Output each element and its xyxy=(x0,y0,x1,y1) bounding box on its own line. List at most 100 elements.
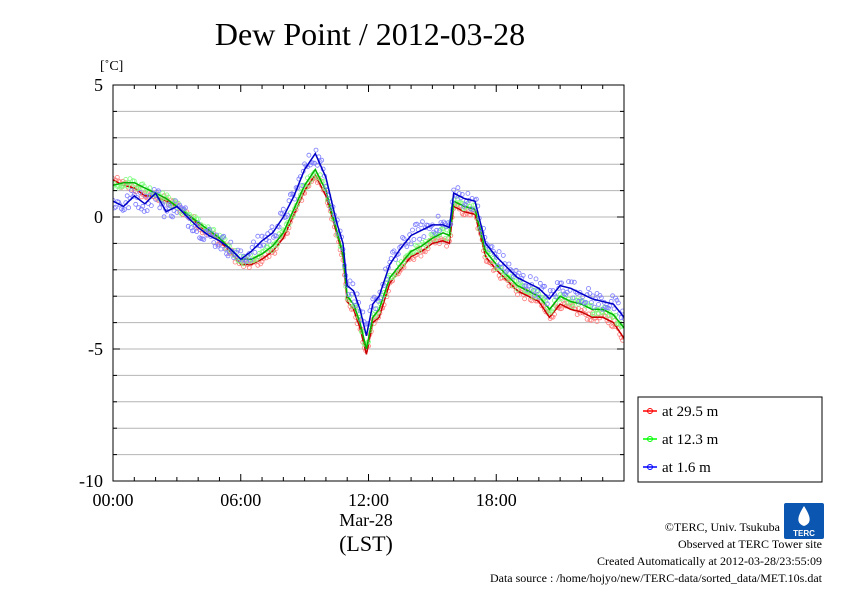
series-point xyxy=(594,291,600,296)
legend-entry: at 1.6 m xyxy=(643,460,711,476)
series-point xyxy=(444,227,450,233)
series-point xyxy=(275,241,281,247)
series-point xyxy=(512,272,518,278)
series-point xyxy=(615,300,621,306)
series-point xyxy=(391,248,397,254)
series-point xyxy=(190,220,195,225)
y-axis-tick-labels: 5 0 -5 -10 xyxy=(79,75,103,491)
series-point xyxy=(248,257,254,263)
x-tick-label: 12:00 xyxy=(348,490,389,510)
series-point xyxy=(441,226,447,232)
series-point xyxy=(185,223,191,229)
series-point xyxy=(182,205,188,211)
series-point xyxy=(251,239,256,245)
series-point xyxy=(378,295,384,301)
series-point xyxy=(515,286,520,292)
series-point xyxy=(468,206,474,212)
x-axis-date-label: Mar-28 xyxy=(339,510,393,530)
series-point xyxy=(266,238,272,244)
series-point xyxy=(167,203,173,209)
series-point xyxy=(151,187,157,192)
series-point xyxy=(229,248,235,254)
series-point xyxy=(269,224,275,230)
series-point xyxy=(411,237,417,242)
series-point xyxy=(559,306,564,312)
series-point xyxy=(243,259,249,265)
series-point xyxy=(417,236,423,242)
series-point xyxy=(217,241,222,247)
series-point xyxy=(455,185,461,191)
series-point xyxy=(489,244,495,250)
series-point xyxy=(140,203,146,209)
series-point xyxy=(390,249,396,255)
y-tick-label: 0 xyxy=(94,207,103,227)
series-point xyxy=(214,232,220,238)
series-point xyxy=(306,181,312,187)
series-layer xyxy=(113,147,624,355)
series-point xyxy=(516,270,522,276)
x-tick-label: 06:00 xyxy=(220,490,261,510)
series-point xyxy=(570,304,576,309)
series-point xyxy=(574,312,580,317)
series-point xyxy=(535,288,540,294)
series-point xyxy=(562,300,567,306)
series-point xyxy=(611,306,617,312)
x-tick-label: 18:00 xyxy=(476,490,517,510)
series-point xyxy=(553,294,559,300)
series-point xyxy=(569,279,574,285)
series-point xyxy=(598,295,604,301)
series-point xyxy=(280,206,286,212)
series-point xyxy=(126,205,132,211)
series-point xyxy=(437,228,442,234)
series-point xyxy=(194,229,200,234)
series-point xyxy=(427,237,432,243)
series-point xyxy=(560,288,566,294)
series-point xyxy=(576,306,581,311)
series-point xyxy=(314,162,320,168)
series-point xyxy=(614,297,620,303)
series-point xyxy=(417,248,423,254)
series-point xyxy=(211,240,217,246)
legend-entry: at 12.3 m xyxy=(643,432,719,448)
series-point xyxy=(547,288,553,293)
series-point xyxy=(141,208,147,214)
y-axis-unit-label: [˚C] xyxy=(100,59,123,74)
series-point xyxy=(218,246,224,252)
series-point xyxy=(212,244,218,250)
series-point xyxy=(432,237,438,243)
series-point xyxy=(583,299,589,305)
series-point xyxy=(589,300,594,305)
series-point xyxy=(148,203,154,209)
series-point xyxy=(261,242,266,248)
series-point xyxy=(350,281,356,287)
series-point xyxy=(253,257,259,263)
series-point xyxy=(134,195,140,201)
series-point xyxy=(373,306,379,312)
series-point xyxy=(119,206,124,212)
series-point xyxy=(594,319,600,325)
legend-box xyxy=(637,396,823,483)
series-point xyxy=(231,255,237,261)
series-point xyxy=(620,323,624,329)
legend-label: at 1.6 m xyxy=(662,460,711,476)
series-point xyxy=(408,241,414,247)
legend: at 29.5 m at 12.3 m at 1.6 m xyxy=(637,396,823,483)
series-point xyxy=(523,283,529,289)
series-point xyxy=(570,295,576,301)
series-point xyxy=(419,219,425,225)
series-point xyxy=(499,265,505,271)
grid-lines xyxy=(113,110,624,456)
series-point xyxy=(510,283,516,289)
series-point xyxy=(459,211,465,216)
series-point xyxy=(219,234,225,240)
series-point xyxy=(313,147,319,153)
series-point xyxy=(137,189,143,195)
chart-title: Dew Point / 2012-03-28 xyxy=(215,16,525,52)
series-point xyxy=(113,204,119,210)
series-point xyxy=(620,308,624,314)
series-point xyxy=(272,250,278,256)
series-point xyxy=(252,249,258,255)
series-point xyxy=(207,226,212,232)
legend-swatch-marker xyxy=(647,436,653,442)
series-line xyxy=(113,168,624,350)
